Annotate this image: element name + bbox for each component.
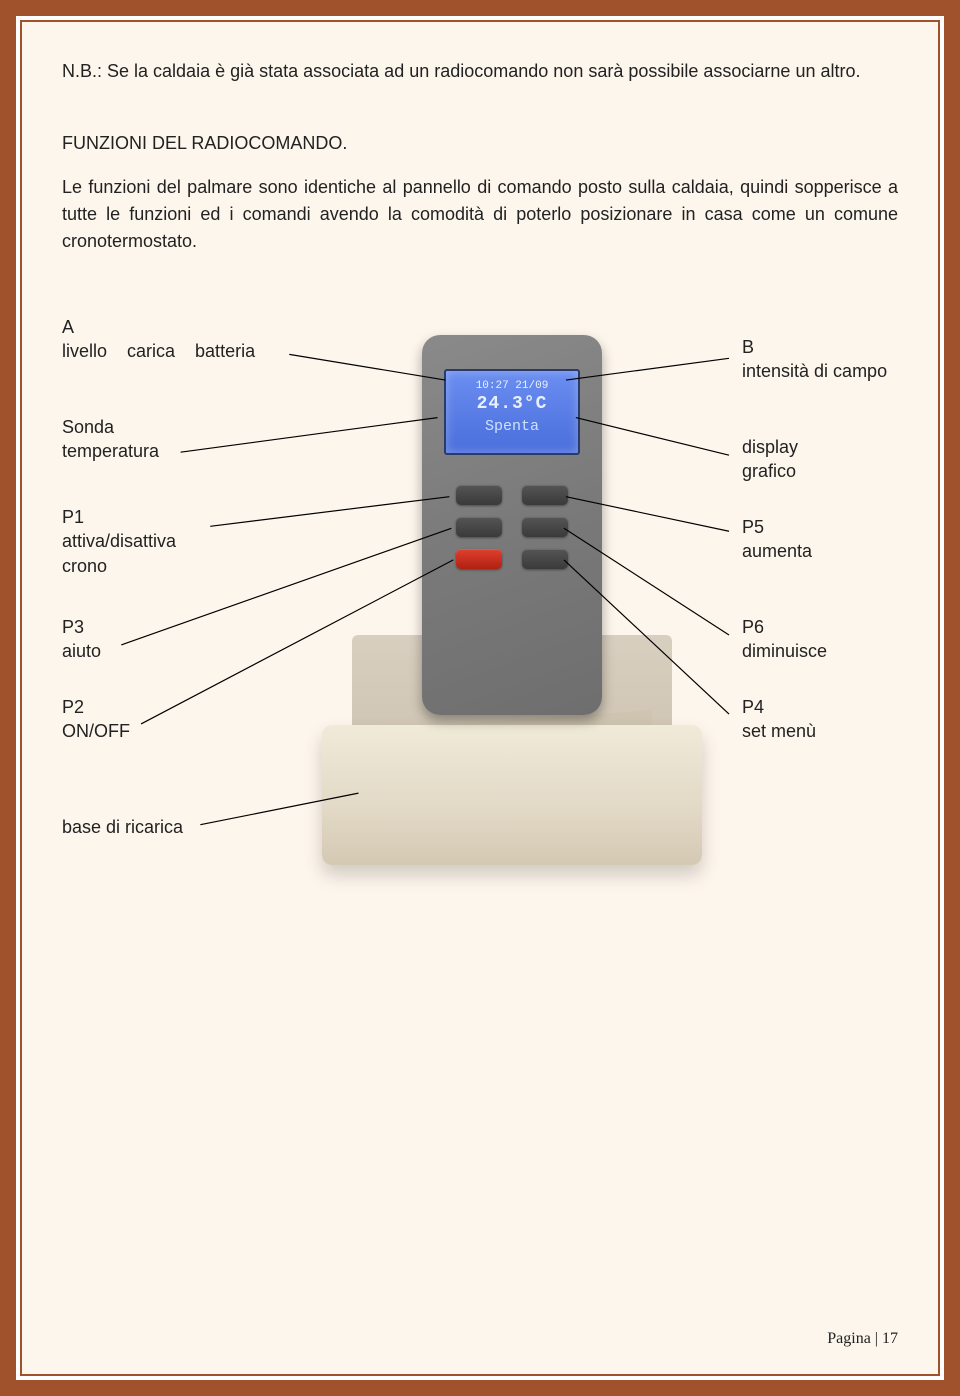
description-paragraph: Le funzioni del palmare sono identiche a… <box>62 174 898 255</box>
label-p3-line2: aiuto <box>62 641 101 661</box>
label-display-line2: grafico <box>742 461 796 481</box>
button-p5 <box>522 485 568 505</box>
label-p2-line2: ON/OFF <box>62 721 130 741</box>
lcd-status: Spenta <box>446 417 578 437</box>
label-b-line1: B <box>742 337 754 357</box>
label-p3: P3 aiuto <box>62 615 101 664</box>
label-display: display grafico <box>742 435 898 484</box>
label-p6-line2: diminuisce <box>742 641 827 661</box>
label-p6-line1: P6 <box>742 617 764 637</box>
label-p1: P1 attiva/disattiva crono <box>62 505 176 578</box>
label-base: base di ricarica <box>62 815 183 839</box>
label-sonda-line2: temperatura <box>62 441 159 461</box>
base-front <box>322 725 702 865</box>
label-p6: P6 diminuisce <box>742 615 898 664</box>
label-p1-line3: crono <box>62 556 107 576</box>
page-outer-border: N.B.: Se la caldaia è già stata associat… <box>0 0 960 1396</box>
section-heading: FUNZIONI DEL RADIOCOMANDO. <box>62 133 898 154</box>
remote-body: 10:27 21/09 24.3°C Spenta <box>422 335 602 715</box>
nb-paragraph: N.B.: Se la caldaia è già stata associat… <box>62 58 898 85</box>
label-a-line2: livello carica batteria <box>62 341 255 361</box>
label-p4: P4 set menù <box>742 695 898 744</box>
label-p1-line1: P1 <box>62 507 84 527</box>
label-p4-line2: set menù <box>742 721 816 741</box>
label-display-line1: display <box>742 437 798 457</box>
button-p6 <box>522 517 568 537</box>
label-p2: P2 ON/OFF <box>62 695 130 744</box>
label-p4-line1: P4 <box>742 697 764 717</box>
label-p5-line2: aumenta <box>742 541 812 561</box>
button-p2-onoff <box>456 549 502 569</box>
button-p1 <box>456 485 502 505</box>
label-p3-line1: P3 <box>62 617 84 637</box>
button-p3 <box>456 517 502 537</box>
label-p5-line1: P5 <box>742 517 764 537</box>
label-p2-line1: P2 <box>62 697 84 717</box>
label-sonda: Sonda temperatura <box>62 415 159 464</box>
lcd-temperature: 24.3°C <box>446 393 578 416</box>
label-p5: P5 aumenta <box>742 515 898 564</box>
label-sonda-line1: Sonda <box>62 417 114 437</box>
page-inner-area: N.B.: Se la caldaia è già stata associat… <box>20 20 940 1376</box>
page-number: Pagina | 17 <box>827 1330 898 1348</box>
lcd-display: 10:27 21/09 24.3°C Spenta <box>444 369 580 455</box>
label-a-battery: A livello carica batteria <box>62 315 255 364</box>
label-b-field: B intensità di campo <box>742 335 898 384</box>
label-b-line2: intensità di campo <box>742 361 887 381</box>
label-p1-line2: attiva/disattiva <box>62 531 176 551</box>
label-a-line1: A <box>62 317 74 337</box>
lcd-line1: 10:27 21/09 <box>446 379 578 393</box>
device-diagram: A livello carica batteria Sonda temperat… <box>62 315 898 955</box>
device-illustration: 10:27 21/09 24.3°C Spenta <box>322 335 702 895</box>
button-p4 <box>522 549 568 569</box>
label-base-line1: base di ricarica <box>62 817 183 837</box>
